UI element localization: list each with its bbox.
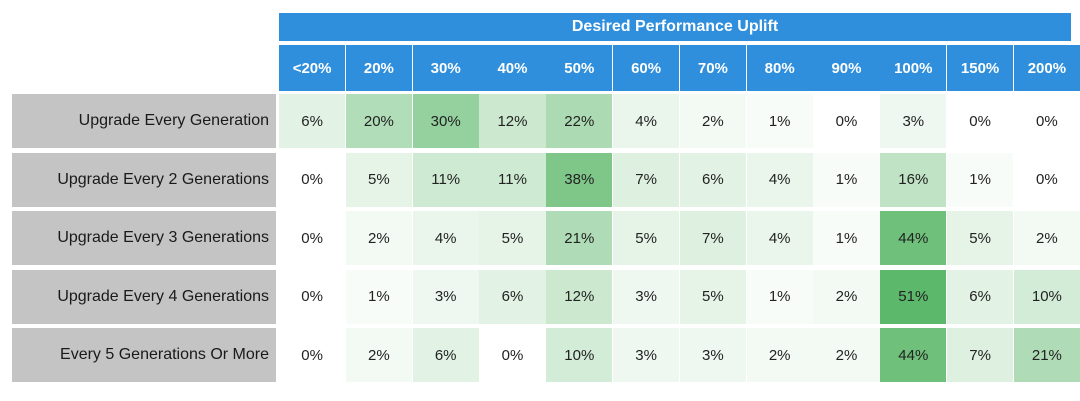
heatmap-cell: 2% — [746, 328, 813, 382]
heatmap-cell: 11% — [412, 152, 479, 207]
heatmap-cell: 6% — [947, 269, 1014, 324]
row-header: Upgrade Every Generation — [12, 94, 276, 148]
column-header: <20% — [279, 45, 346, 91]
heatmap-cell: 2% — [345, 211, 412, 265]
heatmap-cell: 10% — [546, 328, 613, 382]
heatmap-cell: 21% — [1013, 328, 1080, 382]
heatmap-cell: 5% — [947, 211, 1014, 265]
heatmap-cell: 20% — [345, 94, 412, 148]
heatmap-cell: 3% — [613, 328, 680, 382]
heatmap-cell: 4% — [746, 211, 813, 265]
heatmap-cell: 30% — [412, 94, 479, 148]
heatmap-cell: 6% — [279, 94, 346, 148]
heatmap-cell: 22% — [546, 94, 613, 148]
column-header: 150% — [947, 45, 1014, 91]
heatmap-cell: 51% — [880, 269, 947, 324]
heatmap-cell: 2% — [345, 328, 412, 382]
column-header: 200% — [1013, 45, 1080, 91]
column-header: 90% — [813, 45, 880, 91]
heatmap-cell: 11% — [479, 152, 546, 207]
heatmap-cell: 21% — [546, 211, 613, 265]
heatmap-cell: 12% — [479, 94, 546, 148]
row-header: Upgrade Every 3 Generations — [12, 211, 276, 265]
heatmap-cell: 44% — [880, 211, 947, 265]
heatmap-cell: 3% — [613, 269, 680, 324]
heatmap-cell: 7% — [679, 211, 746, 265]
heatmap-cell: 4% — [746, 152, 813, 207]
heatmap-cell: 4% — [412, 211, 479, 265]
heatmap-cell: 2% — [813, 328, 880, 382]
column-header: 20% — [345, 45, 412, 91]
heatmap-cell: 44% — [880, 328, 947, 382]
column-header: 50% — [546, 45, 613, 91]
heatmap-cell: 0% — [279, 269, 346, 324]
heatmap-cell: 7% — [947, 328, 1014, 382]
heatmap-cell: 5% — [613, 211, 680, 265]
column-header: 30% — [412, 45, 479, 91]
heatmap-cell: 3% — [412, 269, 479, 324]
heatmap-cell: 0% — [279, 152, 346, 207]
heatmap-cell: 12% — [546, 269, 613, 324]
heatmap-cell: 2% — [1013, 211, 1080, 265]
heatmap-cell: 0% — [813, 94, 880, 148]
heatmap-cell: 0% — [947, 94, 1014, 148]
row-header: Every 5 Generations Or More — [12, 328, 276, 382]
row-header: Upgrade Every 4 Generations — [12, 269, 276, 324]
heatmap-cell: 1% — [746, 94, 813, 148]
heatmap-cell: 1% — [746, 269, 813, 324]
heatmap-cell: 0% — [279, 328, 346, 382]
row-header: Upgrade Every 2 Generations — [12, 152, 276, 207]
heatmap-cell: 5% — [479, 211, 546, 265]
heatmap-cell: 7% — [613, 152, 680, 207]
column-header: 80% — [746, 45, 813, 91]
heatmap-cell: 38% — [546, 152, 613, 207]
heatmap-cell: 3% — [880, 94, 947, 148]
heatmap-cell: 5% — [345, 152, 412, 207]
heatmap-cell: 3% — [679, 328, 746, 382]
heatmap-cell: 5% — [679, 269, 746, 324]
heatmap-cell: 16% — [880, 152, 947, 207]
heatmap-cell: 0% — [279, 211, 346, 265]
column-header: 100% — [880, 45, 947, 91]
heatmap-cell: 1% — [813, 152, 880, 207]
heatmap-cell: 6% — [412, 328, 479, 382]
heatmap-cell: 2% — [679, 94, 746, 148]
chart-title: Desired Performance Uplift — [279, 13, 1071, 41]
heatmap-cell: 10% — [1013, 269, 1080, 324]
heatmap-cell: 6% — [679, 152, 746, 207]
heatmap-cell: 0% — [479, 328, 546, 382]
column-header: 60% — [613, 45, 680, 91]
heatmap-cell: 0% — [1013, 152, 1080, 207]
heatmap-cell: 1% — [947, 152, 1014, 207]
column-header: 70% — [679, 45, 746, 91]
heatmap-cell: 4% — [613, 94, 680, 148]
heatmap-cell: 0% — [1013, 94, 1080, 148]
column-header: 40% — [479, 45, 546, 91]
heatmap-cell: 1% — [345, 269, 412, 324]
heatmap-cell: 2% — [813, 269, 880, 324]
heatmap-cell: 1% — [813, 211, 880, 265]
heatmap-cell: 6% — [479, 269, 546, 324]
